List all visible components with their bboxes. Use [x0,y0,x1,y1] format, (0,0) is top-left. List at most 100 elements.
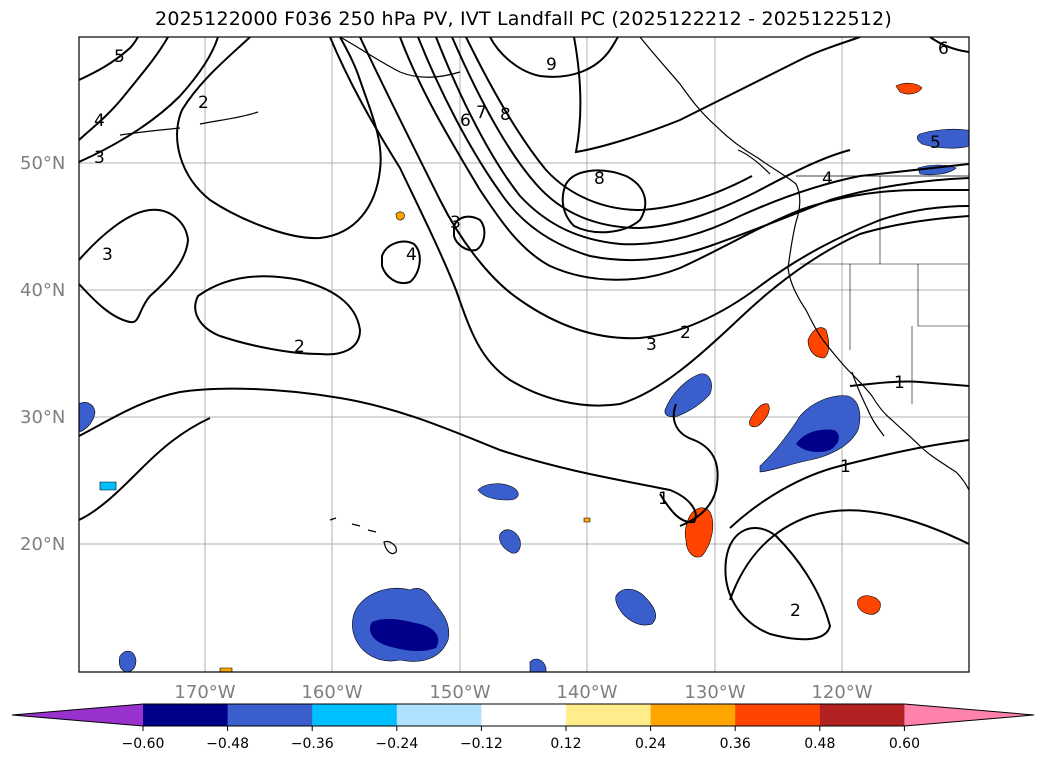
colorbar-tick-label: −0.12 [460,736,503,752]
contour-1-south [79,387,697,524]
contour-2-southeast [724,527,832,641]
colorbar-tick-label: 0.36 [720,736,751,752]
negative-blob-west-edge [79,402,96,433]
colorbar-segment [819,704,905,726]
map-frame [78,36,970,673]
lon-label-150w: 150°W [429,682,490,703]
contour-label: 2 [294,337,305,357]
contour-label: 8 [594,169,605,189]
coastlines [119,37,969,555]
negative-blob-northeast-1 [916,128,969,149]
contour-2-outer [729,509,969,601]
positive-blob-southeast [857,595,881,615]
vancouver-island [737,149,771,175]
latitude-labels: 50°N 40°N 30°N 20°N [20,153,65,555]
contour-2-center [194,275,362,356]
hawaiian-islands [329,517,397,555]
negative-blob-subtropical-1 [664,373,712,418]
negative-blob-sw-2 [529,658,547,672]
colorbar: −0.60 −0.48 −0.36 −0.24 −0.12 0.12 0.24 0.36 0.4… [11,703,1035,752]
lat-label-40n: 40°N [20,280,65,301]
contour-label: 8 [500,105,511,125]
negative-core-central-pacific [369,618,439,652]
contour-1-coast [849,380,969,387]
negative-blob-hawaii-north [477,483,519,501]
contour-8-closed [561,169,647,234]
contour-label: 7 [476,103,487,123]
lon-label-120w: 120°W [811,682,872,703]
contour-label: 9 [546,55,557,75]
contour-6-ne [929,37,969,53]
colorbar-tick-label: 0.24 [635,736,666,752]
contour-3-nw [79,37,219,163]
colorbar-segment [143,704,229,726]
contour-label: 5 [114,47,125,67]
contour-2-jet [329,37,969,407]
colorbar-tick-label: 0.12 [550,736,581,752]
contour-label: 4 [94,111,105,131]
contour-5-nw [79,37,139,81]
contour-label: 4 [822,169,833,189]
positive-blob-northeast [895,82,923,95]
contour-label: 3 [94,148,105,168]
contour-2-main [176,37,382,240]
baja-peninsula [851,371,885,437]
contour-5-jet [417,37,969,262]
contour-7-jet [451,37,851,230]
contour-label: 3 [102,245,113,265]
colorbar-segment [650,704,736,726]
lon-label-170w: 170°W [174,682,235,703]
contour-4-nw [79,37,169,141]
colorbar-segment [481,704,567,726]
chart-title: 2025122000 F036 250 hPa PV, IVT Landfall… [155,8,892,30]
alaska-coast [339,37,461,78]
contour-label-layer: 5 4 3 2 6 7 8 9 8 3 4 3 2 3 2 1 1 2 1 5 … [94,39,949,621]
contour-8-ridge [573,37,861,154]
colorbar-tick-label: −0.24 [375,736,418,752]
contour-1-outer [729,439,969,529]
negative-core-east-pacific [796,429,839,452]
contour-label: 5 [930,133,941,153]
colorbar-segment [227,704,313,726]
positive-blob-small-2 [583,517,591,523]
contour-8-jet [465,37,753,212]
negative-blob-sw-1 [118,650,137,672]
lat-label-20n: 20°N [20,534,65,555]
colorbar-tick-label: 0.48 [804,736,835,752]
lon-label-140w: 140°W [556,682,617,703]
colorbar-extend-min [12,704,143,726]
contour-label: 2 [198,93,209,113]
negative-blob-hawaii-east [499,529,521,554]
colorbar-tick-label: −0.48 [206,736,249,752]
colorbar-tick-label: 0.60 [889,736,920,752]
contour-label: 6 [938,39,949,59]
colorbar-tick-label: −0.36 [291,736,334,752]
colorbar-segment [312,704,398,726]
aleutian-islands [119,111,259,136]
lat-label-30n: 30°N [20,407,65,428]
contour-6-jet [435,37,969,246]
colorbar-extend-max [904,704,1034,726]
contour-3-west [79,208,190,324]
contour-label: 3 [450,213,461,233]
contour-3-small [453,215,486,252]
negative-blob-subtropical-2 [615,588,656,626]
contour-1-southwest [79,417,211,521]
north-america-coast [639,37,969,491]
colorbar-segment [566,704,652,726]
contour-1-east [672,403,719,527]
contour-4-small [381,240,421,284]
contour-label: 4 [406,245,417,265]
colorbar-segment [735,704,821,726]
positive-blob-small-3 [219,667,233,672]
positive-blob-east-1 [749,403,770,428]
lat-label-50n: 50°N [20,153,65,174]
contour-label: 1 [894,373,905,393]
colorbar-tick-label: −0.60 [122,736,165,752]
contour-9-north [489,37,619,78]
contour-label: 2 [680,323,691,343]
positive-blob-small-1 [395,211,405,221]
contour-label: 6 [460,111,471,131]
contour-label: 1 [658,489,669,509]
